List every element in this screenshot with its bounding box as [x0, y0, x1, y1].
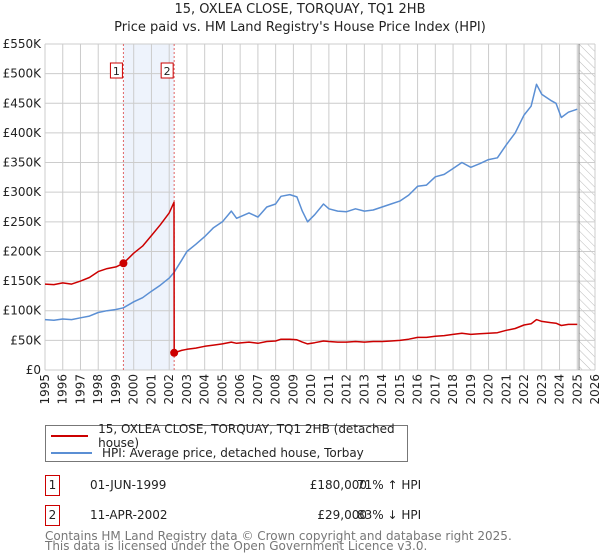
sale-price: £29,000 [317, 508, 367, 522]
x-tick-label: 1995 [38, 374, 52, 405]
sale-point [170, 348, 179, 357]
x-tick-label: 2011 [322, 374, 336, 405]
x-tick-label: 2005 [215, 374, 229, 405]
chart-subtitle: Price paid vs. HM Land Registry's House … [114, 20, 486, 35]
y-tick-label: £500K [3, 67, 43, 81]
x-tick-label: 2022 [517, 374, 531, 405]
y-tick-label: £550K [3, 37, 43, 51]
y-tick-label: £150K [3, 274, 43, 288]
x-tick-label: 1999 [109, 374, 123, 405]
y-tick-label: £400K [3, 126, 43, 140]
legend-item-hpi: HPI: Average price, detached house, Torb… [46, 445, 364, 461]
x-tick-label: 2008 [269, 374, 283, 405]
legend-item-property: 15, OXLEA CLOSE, TORQUAY, TQ1 2HB (detac… [46, 422, 407, 450]
x-tick-label: 2020 [482, 374, 496, 405]
hpi-line [44, 83, 578, 321]
chart-title: 15, OXLEA CLOSE, TORQUAY, TQ1 2HB [174, 2, 426, 17]
sale-price: £180,000 [309, 478, 367, 492]
legend-label: HPI: Average price, detached house, Torb… [102, 446, 364, 460]
x-tick-label: 2003 [180, 374, 194, 405]
sale-number-badge: 2 [45, 505, 60, 526]
y-tick-label: £50K [10, 333, 42, 347]
property-price-line [44, 201, 578, 354]
x-tick-label: 2007 [251, 374, 265, 405]
sale-label: 2 [164, 65, 171, 78]
sale-point [119, 259, 128, 268]
sale-hpi-diff: 71% ↑ HPI [357, 478, 422, 492]
sale-label-box [160, 62, 174, 79]
legend: 15, OXLEA CLOSE, TORQUAY, TQ1 2HB (detac… [45, 422, 408, 462]
sale-date: 11-APR-2002 [90, 508, 168, 522]
x-tick-label: 2001 [144, 374, 158, 405]
legend-label: 15, OXLEA CLOSE, TORQUAY, TQ1 2HB (detac… [98, 422, 395, 450]
x-tick-label: 2018 [446, 374, 460, 405]
x-tick-label: 2002 [162, 374, 176, 405]
footer-copyright: Contains HM Land Registry data © Crown c… [45, 529, 512, 543]
x-tick-label: 2013 [357, 374, 371, 405]
y-tick-label: £100K [3, 304, 43, 318]
future-hatch-region [579, 44, 595, 370]
x-tick-label: 1996 [56, 374, 70, 405]
x-tick-label: 2021 [499, 374, 513, 405]
y-tick-label: £250K [3, 215, 43, 229]
legend-swatch-blue [51, 452, 92, 454]
x-tick-label: 2009 [286, 374, 300, 405]
x-tick-label: 2024 [553, 374, 567, 405]
x-tick-label: 2016 [411, 374, 425, 405]
x-tick-label: 2014 [375, 374, 389, 405]
x-tick-label: 2015 [393, 374, 407, 405]
x-tick-label: 2026 [588, 374, 600, 405]
price-chart: £0 £50K £100K £150K £200K £250K £300K £350K £400… [3, 37, 600, 405]
sale-hpi-diff: 83% ↓ HPI [357, 508, 422, 522]
sale-row: 2 11-APR-2002 £29,000 83% ↓ HPI [45, 505, 421, 526]
sale-row: 1 01-JUN-1999 £180,000 71% ↑ HPI [45, 475, 421, 496]
x-tick-label: 1998 [91, 374, 105, 405]
y-tick-label: £450K [3, 96, 43, 110]
sale-date: 01-JUN-1999 [90, 478, 167, 492]
x-tick-label: 2025 [570, 374, 584, 405]
x-tick-label: 2012 [340, 374, 354, 405]
sale-label: 1 [113, 65, 120, 78]
legend-swatch-red [51, 435, 89, 437]
x-tick-label: 2006 [233, 374, 247, 405]
y-tick-label: £300K [3, 185, 43, 199]
x-tick-label: 2023 [535, 374, 549, 405]
x-tick-label: 2010 [304, 374, 318, 405]
x-tick-label: 2019 [464, 374, 478, 405]
footer-licence: This data is licensed under the Open Gov… [45, 539, 428, 553]
x-tick-label: 1997 [73, 374, 87, 405]
y-tick-label: £200K [3, 244, 43, 258]
x-tick-label: 2017 [428, 374, 442, 405]
sale-number-badge: 1 [45, 475, 60, 496]
between-sales-shade [123, 44, 175, 370]
x-tick-label: 2004 [198, 374, 212, 405]
sale-label-box [109, 62, 123, 79]
y-tick-label: £0 [26, 363, 41, 377]
y-tick-label: £350K [3, 156, 43, 170]
x-tick-label: 2000 [127, 374, 141, 405]
